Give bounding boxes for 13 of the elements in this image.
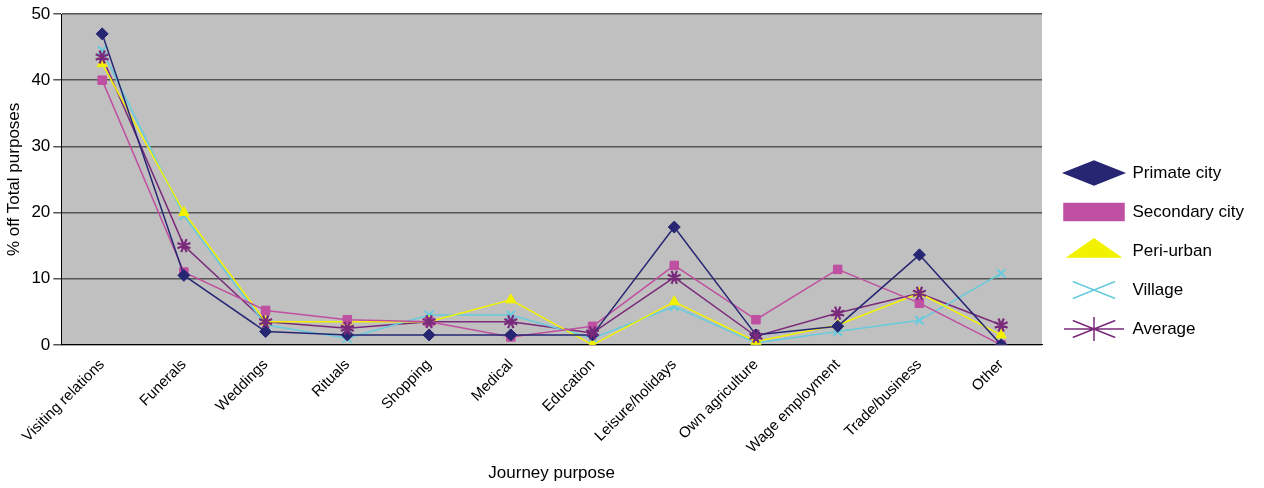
y-tick-label: 30 (31, 136, 51, 156)
legend-label: Peri-urban (1132, 240, 1212, 260)
y-axis-title: % off Total purposes (3, 102, 23, 257)
legend-label: Village (1132, 279, 1184, 299)
legend-label: Secondary city (1132, 201, 1245, 221)
y-tick-label: 50 (31, 3, 51, 23)
legend-label: Primate city (1132, 162, 1222, 182)
legend-label: Average (1132, 318, 1196, 338)
x-axis-title: Journey purpose (488, 463, 615, 483)
y-tick-label: 40 (31, 69, 51, 89)
y-tick-label: 10 (31, 268, 51, 288)
y-tick-label: 20 (31, 202, 51, 222)
y-tick-label: 0 (40, 334, 51, 354)
